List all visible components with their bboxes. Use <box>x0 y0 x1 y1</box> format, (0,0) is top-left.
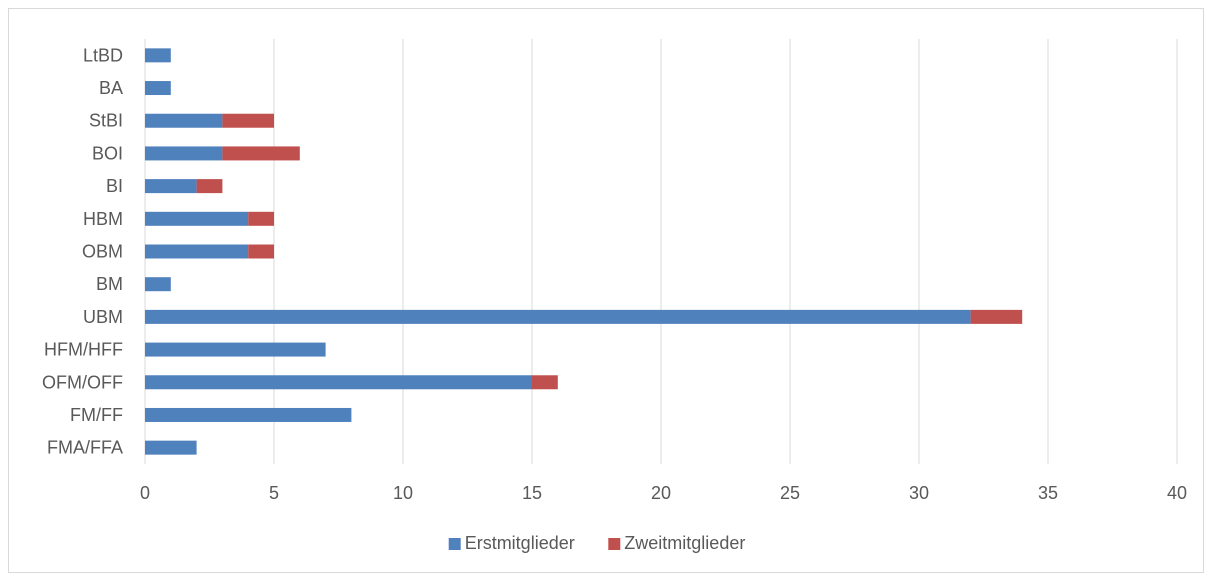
category-label: BI <box>106 176 123 196</box>
category-label: FM/FF <box>70 405 123 425</box>
bar-segment <box>145 441 197 455</box>
category-label: HBM <box>83 209 123 229</box>
bar-segment <box>145 343 326 357</box>
category-label: BA <box>99 78 123 98</box>
bar-segment <box>145 179 197 193</box>
x-tick-label: 40 <box>1167 483 1187 503</box>
bar-segment <box>145 212 248 226</box>
x-tick-label: 25 <box>780 483 800 503</box>
category-label: OBM <box>82 242 123 262</box>
category-label: OFM/OFF <box>42 372 123 392</box>
legend-swatch <box>449 538 461 550</box>
bar-segment <box>145 375 532 389</box>
x-tick-label: 30 <box>909 483 929 503</box>
category-label: LtBD <box>83 45 123 65</box>
category-label: UBM <box>83 307 123 327</box>
stacked-bar-chart: FMA/FFA FM/FF OFM/OFF HFM/HFF UBM BM OBM HBM BI B… <box>9 9 1205 574</box>
x-tick-label: 35 <box>1038 483 1058 503</box>
category-label: StBI <box>89 111 123 131</box>
bar-segment <box>222 146 299 160</box>
bar-segment <box>145 114 222 128</box>
bar-segment <box>145 245 248 259</box>
category-label: BM <box>96 274 123 294</box>
category-label: BOI <box>92 143 123 163</box>
category-labels: FMA/FFA FM/FF OFM/OFF HFM/HFF UBM BM OBM HBM BI B… <box>42 45 123 457</box>
bar-segment <box>248 212 274 226</box>
bar-segment <box>145 408 351 422</box>
bar-segment <box>197 179 223 193</box>
bar-segment <box>145 146 222 160</box>
x-tick-label: 10 <box>393 483 413 503</box>
bar-segment <box>145 277 171 291</box>
legend: Erstmitglieder Zweitmitglieder <box>449 533 746 553</box>
x-tick-label: 0 <box>140 483 150 503</box>
legend-label: Zweitmitglieder <box>624 533 745 553</box>
bar-segment <box>222 114 274 128</box>
bar-segment <box>532 375 558 389</box>
legend-swatch <box>608 538 620 550</box>
legend-label: Erstmitglieder <box>465 533 575 553</box>
bars <box>145 48 1022 454</box>
x-tick-labels: 0 5 10 15 20 25 30 35 40 <box>140 483 1187 503</box>
x-tick-label: 5 <box>269 483 279 503</box>
category-label: FMA/FFA <box>47 438 123 458</box>
category-label: HFM/HFF <box>44 340 123 360</box>
bar-segment <box>971 310 1023 324</box>
bar-segment <box>145 48 171 62</box>
gridlines <box>274 39 1177 464</box>
bar-segment <box>145 310 971 324</box>
x-tick-label: 15 <box>522 483 542 503</box>
bar-segment <box>248 245 274 259</box>
chart-frame: FMA/FFA FM/FF OFM/OFF HFM/HFF UBM BM OBM HBM BI B… <box>8 8 1204 573</box>
bar-segment <box>145 81 171 95</box>
x-tick-label: 20 <box>651 483 671 503</box>
